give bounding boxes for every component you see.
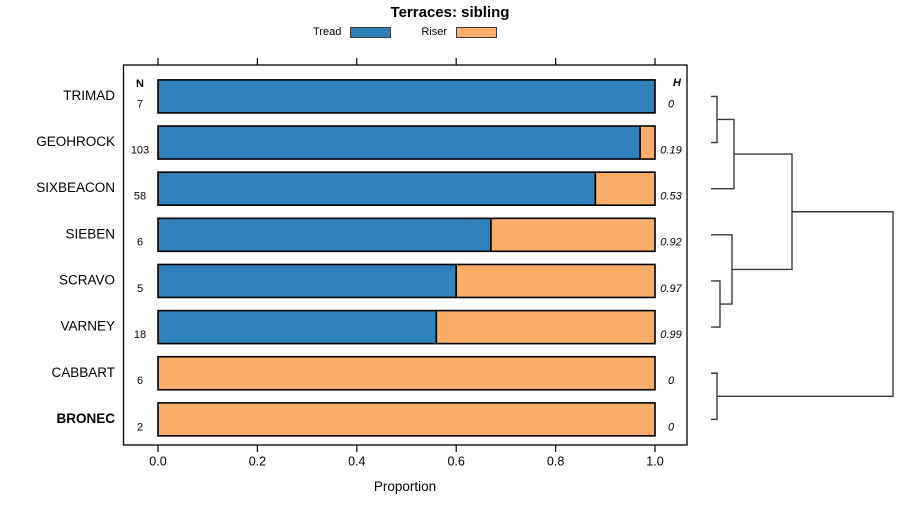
h-value-SIXBEACON: 0.53 bbox=[660, 191, 682, 203]
plot-box bbox=[122, 64, 688, 446]
x-axis-tick-label: 0.2 bbox=[249, 454, 266, 468]
bar-segment-tread-TRIMAD bbox=[157, 79, 656, 114]
category-label-BRONEC: BRONEC bbox=[56, 411, 115, 426]
x-axis-tick-label: 0.4 bbox=[348, 454, 365, 468]
bar-segment-riser-CABBART bbox=[157, 355, 656, 391]
h-value-SCRAVO: 0.97 bbox=[660, 283, 682, 295]
h-value-CABBART: 0 bbox=[668, 375, 675, 387]
n-value-SIEBEN: 6 bbox=[137, 237, 143, 249]
legend-item-tread: Tread bbox=[313, 26, 392, 38]
bar-segment-tread-SIXBEACON bbox=[157, 171, 597, 206]
legend-swatch-tread-icon bbox=[350, 26, 392, 38]
dendrogram-branch-B bbox=[711, 118, 735, 190]
dendrogram-branch-C bbox=[711, 280, 721, 328]
x-axis-tick-label: 0.6 bbox=[448, 454, 465, 468]
category-label-GEOHROCK: GEOHROCK bbox=[36, 134, 115, 149]
n-value-CABBART: 6 bbox=[137, 375, 143, 387]
h-value-VARNEY: 0.99 bbox=[660, 329, 681, 341]
n-value-GEOHROCK: 103 bbox=[131, 144, 149, 156]
bar-segment-tread-GEOHROCK bbox=[157, 125, 641, 160]
n-column-header: N bbox=[136, 78, 144, 90]
bar-segment-riser-GEOHROCK bbox=[639, 125, 656, 160]
h-value-GEOHROCK: 0.19 bbox=[660, 144, 681, 156]
n-value-VARNEY: 18 bbox=[134, 329, 146, 341]
n-value-SIXBEACON: 58 bbox=[134, 191, 146, 203]
category-label-TRIMAD: TRIMAD bbox=[63, 88, 115, 103]
legend-item-riser: Riser bbox=[421, 26, 497, 38]
bar-segment-riser-BRONEC bbox=[157, 402, 656, 437]
category-label-SCRAVO: SCRAVO bbox=[59, 273, 115, 288]
bar-segment-tread-SCRAVO bbox=[157, 263, 458, 299]
legend: Tread Riser bbox=[123, 26, 687, 38]
h-value-TRIMAD: 0 bbox=[668, 98, 675, 110]
n-value-SCRAVO: 5 bbox=[137, 283, 143, 295]
category-label-SIEBEN: SIEBEN bbox=[65, 226, 115, 241]
legend-label-riser: Riser bbox=[421, 26, 447, 38]
dendrogram-branch-G bbox=[717, 211, 894, 398]
x-axis-tick-label: 0.8 bbox=[547, 454, 564, 468]
h-column-header: H bbox=[673, 77, 682, 89]
bar-segment-riser-SIXBEACON bbox=[594, 171, 656, 206]
category-label-SIXBEACON: SIXBEACON bbox=[36, 180, 115, 195]
h-value-BRONEC: 0 bbox=[668, 421, 675, 433]
chart-title: Terraces: sibling bbox=[390, 4, 510, 21]
bar-segment-riser-SIEBEN bbox=[490, 217, 656, 253]
bar-segment-tread-SIEBEN bbox=[157, 217, 492, 253]
n-value-BRONEC: 2 bbox=[137, 421, 143, 433]
dendrogram-branch-D bbox=[711, 234, 733, 305]
category-label-VARNEY: VARNEY bbox=[60, 319, 115, 334]
category-label-CABBART: CABBART bbox=[51, 365, 115, 380]
dendrogram-branch-E bbox=[732, 153, 793, 271]
x-axis-label: Proportion bbox=[373, 479, 437, 494]
x-axis-tick-label: 1.0 bbox=[646, 454, 663, 468]
n-value-TRIMAD: 7 bbox=[137, 98, 143, 110]
dendrogram-branch-A bbox=[711, 95, 718, 144]
h-value-SIEBEN: 0.92 bbox=[660, 237, 681, 249]
legend-label-tread: Tread bbox=[313, 26, 342, 38]
bar-segment-riser-VARNEY bbox=[435, 309, 656, 345]
dendrogram-branch-F bbox=[711, 372, 718, 421]
legend-swatch-riser-icon bbox=[456, 26, 497, 38]
bar-segment-riser-SCRAVO bbox=[455, 263, 656, 299]
bar-segment-tread-VARNEY bbox=[157, 309, 438, 345]
x-axis-tick-label: 0.0 bbox=[149, 454, 166, 468]
